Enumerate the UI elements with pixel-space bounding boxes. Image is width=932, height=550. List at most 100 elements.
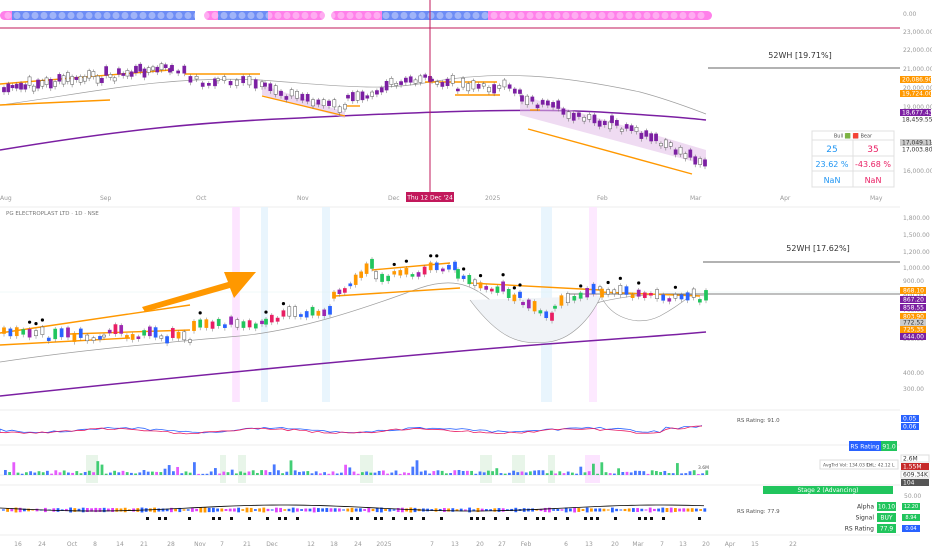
main-price-tag-text: 803.90 xyxy=(903,314,924,321)
momentum-bar xyxy=(86,508,89,512)
volume-bar xyxy=(209,471,213,475)
volume-bar xyxy=(79,473,83,475)
volume-bar xyxy=(155,471,158,475)
main-candle xyxy=(216,318,221,326)
momentum-bar xyxy=(2,509,5,511)
time-axis-label: 13 xyxy=(585,541,593,548)
volume-bar xyxy=(701,473,704,475)
main-price-tag-text: 725.35 xyxy=(903,327,924,334)
main-candle xyxy=(521,301,525,306)
signal-square xyxy=(494,517,497,520)
volume-bar xyxy=(310,473,314,475)
top-candle xyxy=(108,74,113,78)
main-candle xyxy=(223,324,227,328)
bear-nan: NaN xyxy=(865,176,882,185)
signal-dot xyxy=(198,311,202,315)
top-candle xyxy=(163,64,168,69)
momentum-bar xyxy=(216,508,219,512)
top-channel-line xyxy=(261,95,346,117)
momentum-bar xyxy=(665,508,669,512)
top-candle xyxy=(440,82,445,87)
main-candle xyxy=(691,288,696,298)
top-candle xyxy=(624,124,629,129)
main-candle xyxy=(624,286,629,295)
pill-dot xyxy=(220,12,228,19)
volume-bar xyxy=(201,473,205,475)
main-candle xyxy=(598,286,602,290)
pill-dot xyxy=(364,12,372,19)
main-axis-tick: 1,800.00 xyxy=(903,215,930,222)
signal-square xyxy=(374,517,377,520)
top-candle xyxy=(673,149,678,155)
pill-dot xyxy=(562,12,570,19)
time-axis-label: 27 xyxy=(498,541,506,548)
pill-dot xyxy=(139,12,147,19)
volume-bar xyxy=(109,472,112,475)
momentum-bar xyxy=(203,507,207,513)
top-month-labels: Aug Sep Oct Nov Dec 2025 Feb Mar Apr May xyxy=(0,195,883,202)
volume-bar xyxy=(424,470,427,475)
volume-bar xyxy=(75,471,79,475)
momentum-bar xyxy=(447,508,450,512)
volume-bar xyxy=(386,473,389,475)
pill-dot xyxy=(427,12,435,19)
top-candle xyxy=(27,76,32,86)
top-candle xyxy=(582,117,586,122)
top-axis-tick: 23,000.00 xyxy=(903,29,932,36)
volume-tag-text: 609.34K xyxy=(903,472,929,479)
signal-dot xyxy=(281,302,286,306)
time-axis-label: Dec xyxy=(266,541,278,548)
volume-bar xyxy=(680,473,683,475)
top-price-tag xyxy=(900,139,931,146)
momentum-bar xyxy=(619,509,623,511)
signal-square xyxy=(638,517,641,520)
time-axis-label: Nov xyxy=(194,541,206,548)
rs-line-signal xyxy=(0,425,703,435)
momentum-bar xyxy=(10,508,14,512)
top-candle xyxy=(355,91,360,101)
momentum-bar xyxy=(128,509,131,511)
volume-bar xyxy=(461,470,465,475)
top-candle xyxy=(10,85,15,89)
top-candle xyxy=(540,99,545,105)
volume-bar xyxy=(260,470,263,475)
main-candle xyxy=(198,319,203,328)
stage-rs-label: RS Rating: 77.9 xyxy=(737,509,780,515)
pill-dot xyxy=(598,12,606,19)
top-candle xyxy=(698,158,702,165)
stage-bar xyxy=(763,486,893,494)
top-cloud xyxy=(520,95,706,165)
momentum-bar xyxy=(548,507,551,513)
top-candle xyxy=(70,76,74,85)
volume-bar xyxy=(524,472,528,475)
top-candle xyxy=(551,102,555,108)
volume-bar xyxy=(193,462,196,475)
stage-axis-tick: 50.00 xyxy=(904,493,921,500)
main-candle xyxy=(585,288,589,298)
top-candle xyxy=(703,159,707,167)
main-price-pane[interactable] xyxy=(0,254,900,397)
momentum-bar xyxy=(325,508,329,512)
pill-dot xyxy=(337,12,345,19)
pill-dot xyxy=(157,12,165,19)
pill-dot xyxy=(238,12,246,19)
volume-bar xyxy=(302,471,305,475)
top-channel-line xyxy=(527,128,693,175)
volume-bar xyxy=(478,471,482,475)
top-price-tag-text: 17,003.80 xyxy=(902,147,932,154)
main-candle xyxy=(661,294,666,301)
momentum-bar xyxy=(165,508,169,512)
bull-nan: NaN xyxy=(824,176,841,185)
stage-text: Stage 2 (Advancing) xyxy=(797,487,858,494)
momentum-bar xyxy=(6,508,9,512)
volume-bar xyxy=(600,462,604,475)
pill-dot xyxy=(184,12,192,19)
main-candle xyxy=(386,275,391,282)
momentum-bar xyxy=(170,507,173,513)
volume-bar xyxy=(692,470,696,475)
top-month-label: Nov xyxy=(297,195,309,202)
main-candle xyxy=(649,293,653,296)
momentum-bar xyxy=(56,508,60,512)
top-candle xyxy=(87,70,91,79)
